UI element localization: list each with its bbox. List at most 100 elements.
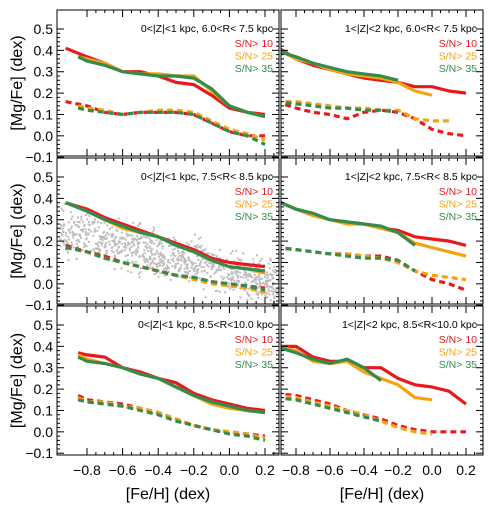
scatter-point	[196, 271, 199, 274]
scatter-point	[221, 278, 224, 281]
scatter-point	[162, 255, 165, 258]
scatter-point	[68, 229, 71, 232]
scatter-point	[252, 279, 255, 282]
scatter-point	[124, 254, 127, 257]
scatter-point	[271, 283, 274, 286]
scatter-point	[97, 226, 100, 229]
x-tick-label: −0.6	[316, 462, 344, 478]
scatter-point	[149, 240, 152, 243]
scatter-point	[72, 232, 75, 235]
scatter-point	[210, 266, 213, 269]
legend-entry: S/N> 10	[439, 38, 477, 50]
y-axis-label: [Mg/Fe] (dex)	[9, 35, 26, 130]
scatter-point	[73, 221, 76, 224]
scatter-point	[115, 249, 118, 252]
scatter-point	[143, 252, 146, 255]
solid-series-line	[77, 355, 266, 415]
scatter-point	[250, 280, 253, 283]
x-tick-label: −0.2	[384, 462, 412, 478]
scatter-point	[179, 275, 182, 278]
scatter-point	[246, 274, 249, 277]
scatter-point	[266, 276, 269, 279]
scatter-point	[105, 249, 108, 252]
scatter-point	[84, 232, 87, 235]
scatter-point	[103, 246, 106, 249]
scatter-point	[208, 261, 211, 264]
scatter-point	[213, 272, 216, 275]
scatter-point	[153, 253, 156, 256]
scatter-point	[261, 277, 264, 280]
scatter-point	[97, 244, 100, 247]
scatter-point	[227, 273, 230, 276]
scatter-point	[165, 267, 168, 270]
scatter-point	[206, 252, 209, 255]
scatter-point	[116, 243, 119, 246]
scatter-point	[60, 224, 63, 227]
scatter-point	[245, 276, 248, 279]
scatter-point	[142, 258, 145, 261]
scatter-point	[83, 225, 86, 228]
panel-frame	[280, 157, 484, 305]
dashed-series-line	[281, 396, 382, 423]
scatter-point	[144, 236, 147, 239]
scatter-point	[244, 273, 247, 276]
scatter-point	[237, 271, 240, 274]
scatter-point	[125, 232, 128, 235]
scatter-point	[218, 267, 221, 270]
scatter-point	[260, 293, 263, 296]
scatter-point	[174, 255, 177, 258]
scatter-point	[180, 256, 183, 259]
legend-entry: S/N> 10	[439, 186, 477, 198]
scatter-point	[118, 245, 121, 248]
scatter-point	[185, 271, 188, 274]
scatter-point	[70, 218, 73, 221]
scatter-point	[111, 226, 114, 229]
scatter-point	[202, 265, 205, 268]
scatter-point	[108, 227, 111, 230]
scatter-point	[156, 249, 159, 252]
solid-series-line	[281, 201, 416, 247]
scatter-point	[151, 253, 154, 256]
scatter-point	[158, 258, 161, 261]
scatter-point	[161, 262, 164, 265]
plot-area	[281, 344, 467, 436]
scatter-point	[271, 269, 274, 272]
panel-title: 0<|Z|<1 kpc, 6.0<R< 7.5 kpc	[141, 23, 273, 35]
scatter-point	[118, 240, 121, 243]
scatter-point	[248, 275, 251, 278]
scatter-point	[244, 281, 247, 284]
scatter-point	[113, 239, 116, 242]
scatter-point	[138, 272, 141, 275]
scatter-point	[67, 221, 70, 224]
scatter-point	[118, 241, 121, 244]
scatter-point	[98, 249, 101, 252]
scatter-point	[94, 242, 97, 245]
scatter-point	[65, 232, 68, 235]
scatter-point	[154, 252, 157, 255]
scatter-point	[176, 259, 179, 262]
scatter-point	[87, 240, 90, 243]
scatter-point	[87, 233, 90, 236]
scatter-point	[96, 229, 99, 232]
scatter-point	[236, 257, 239, 260]
scatter-point	[152, 226, 155, 229]
solid-series-line	[281, 47, 467, 95]
scatter-point	[139, 267, 142, 270]
scatter-point	[255, 278, 258, 281]
scatter-point	[242, 252, 245, 255]
x-tick-label: −0.2	[180, 462, 208, 478]
scatter-point	[155, 239, 158, 242]
scatter-point	[240, 259, 243, 262]
scatter-point	[180, 259, 183, 262]
scatter-point	[71, 215, 74, 218]
scatter-point	[174, 239, 177, 242]
scatter-point	[229, 267, 232, 270]
scatter-point	[169, 278, 172, 281]
scatter-point	[148, 258, 151, 261]
y-tick-label: 0.0	[34, 128, 54, 144]
scatter-point	[153, 228, 156, 231]
scatter-point	[259, 284, 262, 287]
y-axis-label: [Mg/Fe] (dex)	[9, 333, 26, 428]
scatter-point	[266, 280, 269, 283]
scatter-point	[242, 273, 245, 276]
